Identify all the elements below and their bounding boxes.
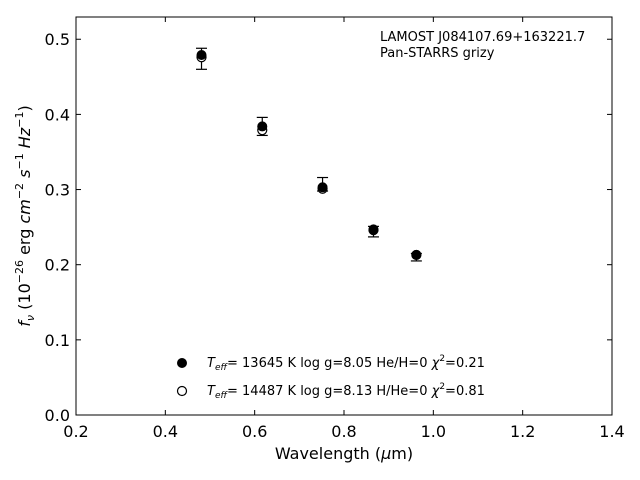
legend-entry-open: Teff= 14487 K log g=8.13 H/He=0 χ2=0.81 <box>207 382 485 401</box>
point-filled <box>368 224 379 235</box>
x-axis-label: Wavelength (μm) <box>275 444 413 463</box>
x-tick-label: 1.4 <box>599 422 624 441</box>
x-tick-label: 0.8 <box>331 422 356 441</box>
y-axis: 0.0 0.1 0.2 0.3 0.4 0.5 <box>45 30 612 425</box>
x-axis: 0.2 0.4 0.6 0.8 1.0 1.2 1.4 <box>63 17 625 441</box>
x-tick-label: 0.4 <box>153 422 178 441</box>
x-tick-label: 1.0 <box>421 422 446 441</box>
legend-entry-filled: Teff= 13645 K log g=8.05 He/H=0 χ2=0.21 <box>207 354 485 373</box>
point-filled <box>411 249 422 260</box>
x-tick-label: 1.2 <box>510 422 535 441</box>
point-filled <box>196 50 207 61</box>
annotation-survey: Pan-STARRS grizy <box>380 46 495 61</box>
y-tick-label: 0.2 <box>45 256 70 275</box>
y-tick-label: 0.3 <box>45 181 70 200</box>
x-tick-label: 0.6 <box>242 422 267 441</box>
legend-marker-filled <box>177 358 187 368</box>
y-tick-label: 0.5 <box>45 30 70 49</box>
annotation-object: LAMOST J084107.69+163221.7 <box>380 30 585 45</box>
y-tick-label: 0.1 <box>45 331 70 350</box>
series-filled-markers <box>196 50 422 260</box>
y-axis-label: fν (10−26 erg cm−2 s−1 Hz−1) <box>13 105 37 326</box>
point-filled <box>257 121 268 132</box>
point-filled <box>317 182 328 193</box>
y-tick-label: 0.4 <box>45 105 70 124</box>
x-tick-label: 0.2 <box>63 422 88 441</box>
observed-errorbars <box>196 47 422 262</box>
series-open-markers <box>196 52 422 261</box>
legend-marker-open <box>176 385 188 397</box>
legend: Teff= 13645 K log g=8.05 He/H=0 χ2=0.21 … <box>176 354 485 401</box>
y-tick-label: 0.0 <box>45 406 70 425</box>
